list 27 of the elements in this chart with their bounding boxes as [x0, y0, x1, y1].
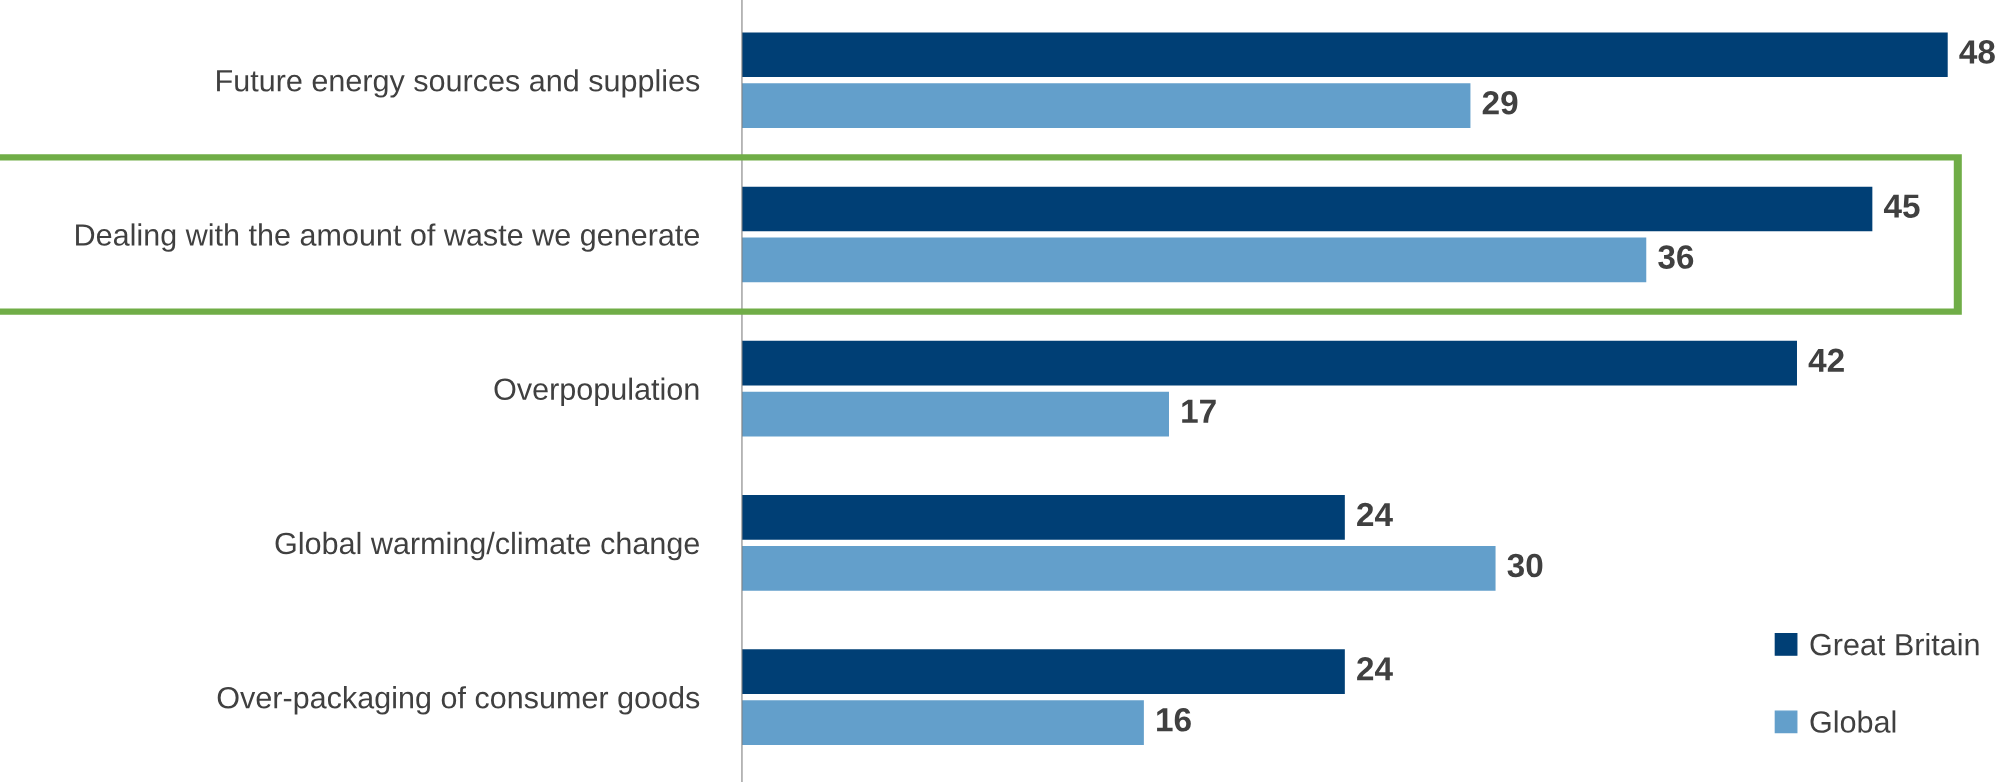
data-label: 24 — [1357, 502, 1393, 527]
y-tick-label: Dealing with the amount of waste we generate — [76, 223, 699, 252]
y-tick-label: Global warming/climate change — [275, 531, 699, 561]
legend-label: Global — [1810, 710, 1896, 733]
bar — [741, 700, 1144, 745]
data-label: 24 — [1357, 657, 1393, 681]
data-label: 45 — [1883, 194, 1920, 218]
bar — [741, 186, 1873, 232]
y-tick-label: Over-packaging of consumer goods — [217, 686, 700, 715]
data-label: 16 — [1157, 707, 1191, 732]
bar — [741, 32, 1948, 78]
bar — [741, 83, 1471, 129]
data-label: 29 — [1482, 91, 1518, 115]
data-label: 17 — [1182, 399, 1216, 423]
bar — [741, 546, 1496, 591]
bar — [741, 340, 1797, 386]
bar — [741, 391, 1169, 437]
bar — [741, 495, 1345, 540]
legend-label: Great Britain — [1810, 633, 1979, 656]
data-label: 48 — [1959, 40, 1995, 64]
bar — [741, 649, 1345, 695]
y-tick-label: Future energy sources and supplies — [217, 69, 700, 98]
bar — [741, 237, 1647, 283]
y-tick-label: Overpopulation — [494, 377, 699, 407]
data-label: 36 — [1658, 245, 1694, 269]
data-label: 42 — [1808, 348, 1844, 372]
data-label: 30 — [1507, 553, 1543, 578]
